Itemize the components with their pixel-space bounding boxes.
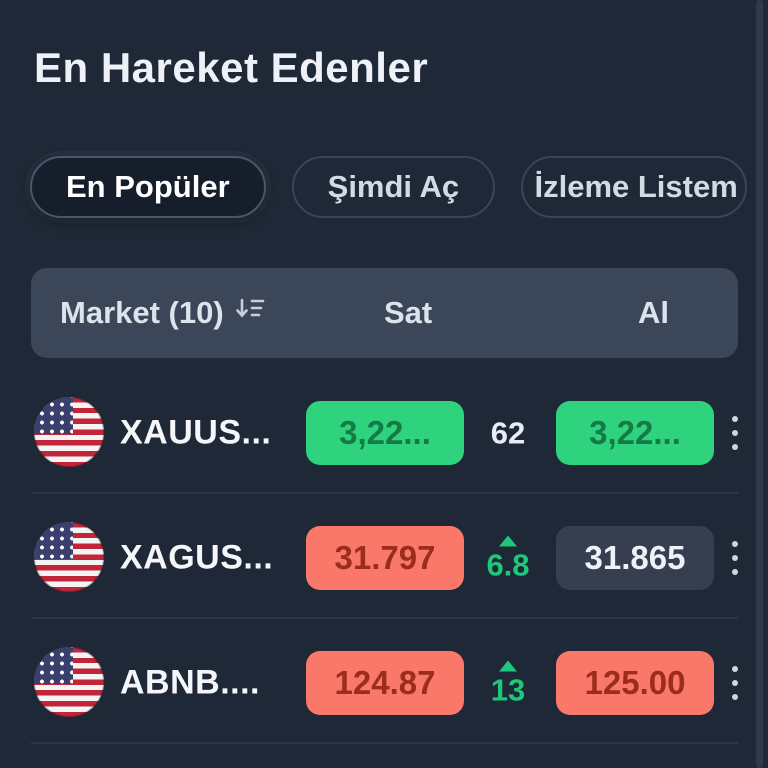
tab-label: Şimdi Aç: [327, 169, 460, 204]
arrow-up-icon: [499, 535, 517, 546]
arrow-up-icon: [499, 660, 517, 671]
spread-value: 62: [490, 415, 526, 450]
row-divider: [31, 492, 738, 494]
tab-izleme-listem[interactable]: İzleme Listem: [521, 156, 748, 218]
sell-price-button[interactable]: 3,22...: [306, 400, 464, 465]
column-header-al: Al: [638, 295, 669, 330]
us-flag-icon: [34, 522, 104, 592]
buy-price-button[interactable]: 125.00: [556, 650, 714, 715]
us-flag-icon: [34, 647, 104, 717]
tab-label: İzleme Listem: [534, 169, 738, 204]
table-row[interactable]: ABNB.... 124.87 13 125.00: [0, 620, 768, 745]
table-row[interactable]: XAGUS... 31.797 6.8 31.865: [0, 495, 768, 620]
table-row[interactable]: XAUUS... 3,22... 62 3,22...: [0, 370, 768, 495]
row-divider: [31, 742, 738, 744]
sort-descending-icon[interactable]: [235, 297, 266, 323]
us-flag-icon: [34, 397, 104, 467]
buy-price-button[interactable]: 31.865: [556, 525, 714, 590]
row-options-icon[interactable]: [726, 535, 744, 581]
tab-bar: En Popüler Şimdi Aç İzleme Listem: [30, 156, 748, 218]
buy-price-button[interactable]: 3,22...: [556, 400, 714, 465]
sell-price-button[interactable]: 124.87: [306, 650, 464, 715]
spread-value: 13: [466, 660, 550, 705]
scrollbar-thumb[interactable]: [756, 0, 763, 768]
column-header-sat: Sat: [384, 295, 433, 330]
row-divider: [31, 617, 738, 619]
tab-en-populer[interactable]: En Popüler: [30, 156, 266, 218]
row-options-icon[interactable]: [726, 660, 744, 706]
sell-price-button[interactable]: 31.797: [306, 525, 464, 590]
column-header-market[interactable]: Market (10): [60, 295, 266, 331]
table-header: Market (10) Sat Al: [31, 268, 738, 358]
symbol-label: ABNB....: [120, 663, 260, 701]
symbol-label: XAUUS...: [120, 413, 272, 451]
tab-label: En Popüler: [66, 169, 230, 204]
spread-value: 6.8: [466, 535, 550, 580]
page-title: En Hareket Edenler: [34, 44, 429, 91]
symbol-label: XAGUS...: [120, 538, 274, 576]
market-count-label: Market (10): [60, 295, 224, 330]
scrollbar: [752, 0, 768, 768]
tab-simdi-ac[interactable]: Şimdi Aç: [291, 156, 496, 218]
row-options-icon[interactable]: [726, 410, 744, 456]
